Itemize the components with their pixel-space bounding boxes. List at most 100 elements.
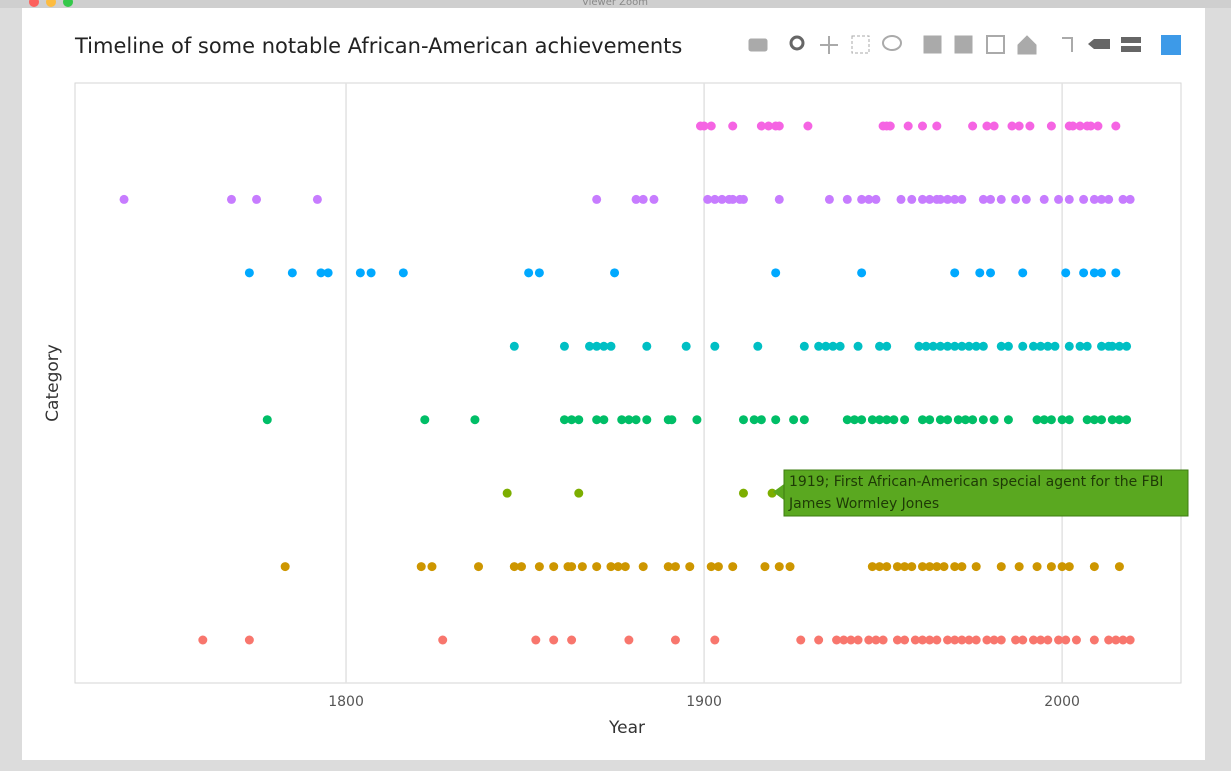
point: [960, 415, 970, 425]
point: [280, 562, 290, 572]
point: [889, 415, 899, 425]
point: [1111, 121, 1121, 131]
point: [950, 635, 960, 645]
reset-icon[interactable]: [1017, 35, 1037, 55]
point: [799, 341, 809, 351]
point: [835, 341, 845, 351]
point: [316, 268, 326, 278]
point: [842, 415, 852, 425]
point: [846, 635, 856, 645]
point: [1082, 415, 1092, 425]
point: [832, 635, 842, 645]
zoom-icon[interactable]: [789, 35, 805, 51]
point: [950, 194, 960, 204]
pan-icon[interactable]: [820, 36, 838, 54]
point: [631, 415, 641, 425]
point: [1043, 635, 1053, 645]
point: [1097, 268, 1107, 278]
point: [631, 194, 641, 204]
point: [986, 194, 996, 204]
point: [1036, 635, 1046, 645]
tooltip-pointer: [773, 484, 784, 500]
point: [1107, 341, 1117, 351]
point: [932, 121, 942, 131]
point: [935, 341, 945, 351]
plot-area: [74, 82, 1182, 684]
point: [896, 194, 906, 204]
point: [910, 635, 920, 645]
point: [1104, 194, 1114, 204]
point: [1061, 635, 1071, 645]
point: [624, 635, 634, 645]
point: [1111, 635, 1121, 645]
close-button[interactable]: [29, 0, 39, 7]
plot-layer: 1800 1900 2000: [119, 83, 1135, 710]
point: [1046, 562, 1056, 572]
hover-compare-icon[interactable]: [1121, 37, 1141, 43]
point: [1061, 268, 1071, 278]
minimize-button[interactable]: [46, 0, 56, 7]
lasso-icon[interactable]: [882, 35, 902, 51]
point: [1064, 341, 1074, 351]
point: [366, 268, 376, 278]
point: [516, 562, 526, 572]
point: [119, 194, 129, 204]
point: [706, 121, 716, 131]
point: [749, 415, 759, 425]
point: [1111, 268, 1121, 278]
point: [1122, 415, 1132, 425]
point: [1097, 341, 1107, 351]
point: [509, 341, 519, 351]
point: [950, 341, 960, 351]
camera-icon[interactable]: [748, 38, 768, 52]
point: [1114, 562, 1124, 572]
point: [1028, 341, 1038, 351]
point: [839, 635, 849, 645]
point: [978, 341, 988, 351]
point: [867, 415, 877, 425]
point: [1114, 415, 1124, 425]
point: [853, 341, 863, 351]
point: [864, 194, 874, 204]
point: [649, 194, 659, 204]
autoscale-icon[interactable]: [986, 35, 1005, 54]
point: [559, 415, 569, 425]
hover-compare-icon-2[interactable]: [1121, 46, 1141, 52]
point: [1104, 635, 1114, 645]
zoom-out-icon[interactable]: [954, 35, 973, 54]
point: [996, 635, 1006, 645]
point: [534, 268, 544, 278]
point: [717, 194, 727, 204]
point: [728, 194, 738, 204]
point: [1079, 268, 1089, 278]
point: [935, 194, 945, 204]
point: [287, 268, 297, 278]
point: [900, 415, 910, 425]
point: [875, 562, 885, 572]
plotly-logo[interactable]: [1161, 35, 1181, 55]
point: [900, 635, 910, 645]
spike-icon[interactable]: [1062, 37, 1073, 52]
zoom-button[interactable]: [63, 0, 73, 7]
x-tick-label: 1800: [328, 694, 364, 710]
point: [982, 121, 992, 131]
hover-closest-icon[interactable]: [1088, 39, 1110, 49]
point: [531, 635, 541, 645]
point: [1039, 194, 1049, 204]
point: [914, 341, 924, 351]
x-tick-label: 2000: [1044, 694, 1080, 710]
point: [1093, 121, 1103, 131]
point: [1046, 415, 1056, 425]
point: [957, 562, 967, 572]
point: [774, 562, 784, 572]
point: [670, 562, 680, 572]
box-select-icon[interactable]: [851, 35, 870, 54]
point: [592, 194, 602, 204]
point: [620, 562, 630, 572]
point: [882, 415, 892, 425]
point: [1075, 341, 1085, 351]
chart-title: Timeline of some notable African-America…: [74, 34, 682, 58]
zoom-in-icon[interactable]: [923, 35, 942, 54]
point: [1122, 341, 1132, 351]
tooltip-line: James Wormley Jones: [788, 496, 939, 512]
